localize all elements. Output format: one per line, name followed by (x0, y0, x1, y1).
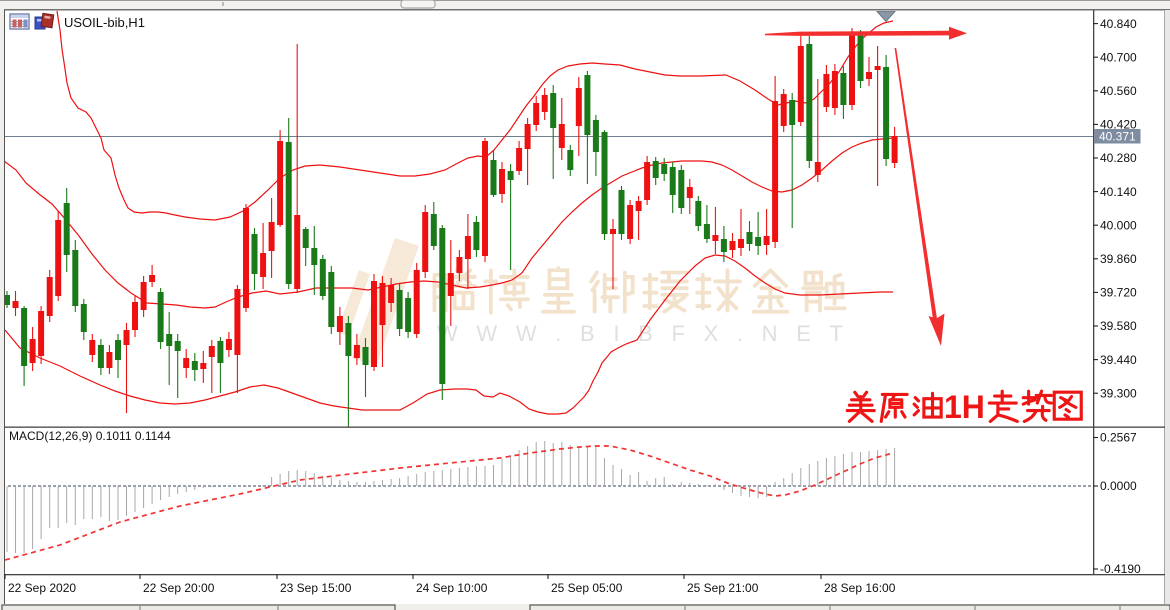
svg-text:W W W . B I B F X . N E T: W W W . B I B F X . N E T (437, 321, 843, 346)
svg-text:39.720: 39.720 (1100, 286, 1137, 300)
svg-text:28 Sep 16:00: 28 Sep 16:00 (824, 581, 896, 595)
svg-text:39.440: 39.440 (1100, 353, 1137, 367)
svg-text:22 Sep 2020: 22 Sep 2020 (8, 581, 76, 595)
svg-text:40.000: 40.000 (1100, 218, 1137, 232)
svg-text:39.580: 39.580 (1100, 319, 1137, 333)
svg-text:0.2567: 0.2567 (1100, 431, 1137, 445)
svg-text:24 Sep 10:00: 24 Sep 10:00 (416, 581, 488, 595)
svg-text:0.0000: 0.0000 (1100, 479, 1137, 493)
svg-text:40.140: 40.140 (1100, 185, 1137, 199)
svg-text:MACD(12,26,9) 0.1011 0.1144: MACD(12,26,9) 0.1011 0.1144 (9, 429, 171, 443)
svg-text:USOIL-bib,H1: USOIL-bib,H1 (64, 15, 145, 30)
svg-text:-0.4190: -0.4190 (1100, 562, 1141, 576)
svg-text:39.300: 39.300 (1100, 386, 1137, 400)
svg-text:1H: 1H (944, 389, 985, 425)
svg-text:40.371: 40.371 (1099, 130, 1136, 144)
svg-text:40.420: 40.420 (1100, 118, 1137, 132)
svg-text:40.840: 40.840 (1100, 17, 1137, 31)
svg-text:40.280: 40.280 (1100, 151, 1137, 165)
svg-text:40.700: 40.700 (1100, 50, 1137, 64)
svg-text:25 Sep 05:00: 25 Sep 05:00 (551, 581, 623, 595)
svg-text:22 Sep 20:00: 22 Sep 20:00 (143, 581, 215, 595)
svg-text:39.860: 39.860 (1100, 252, 1137, 266)
svg-text:25 Sep 21:00: 25 Sep 21:00 (687, 581, 759, 595)
svg-text:23 Sep 15:00: 23 Sep 15:00 (280, 581, 352, 595)
svg-text:40.560: 40.560 (1100, 84, 1137, 98)
